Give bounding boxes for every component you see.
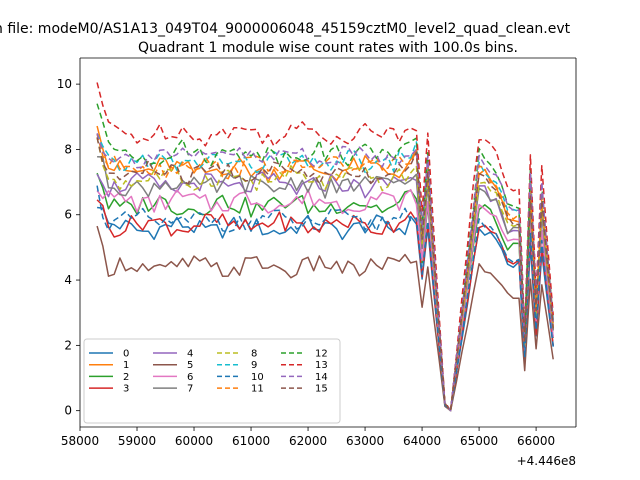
legend-label: 7: [187, 384, 193, 395]
legend-label: 10: [251, 372, 264, 383]
series-line-14: [96, 133, 554, 412]
y-tick-label: 0: [64, 404, 72, 418]
y-tick-label: 4: [64, 273, 72, 287]
series-line-7: [97, 156, 554, 412]
y-axis-ticks: 0 2 4 6 8 10: [57, 77, 80, 418]
legend-label: 8: [251, 349, 257, 360]
legend-label: 6: [187, 372, 193, 383]
legend-label: 0: [123, 349, 129, 360]
legend-label: 13: [315, 360, 328, 371]
axes-frame: [79, 57, 577, 428]
legend-label: 1: [123, 360, 129, 371]
series-line-6: [96, 188, 554, 412]
y-tick-label: 8: [64, 142, 72, 156]
x-tick-label: 65000: [460, 434, 498, 448]
legend-label: 5: [187, 360, 193, 371]
x-tick-label: 64000: [403, 434, 441, 448]
series-line-15: [96, 137, 554, 412]
x-tick-label: 62000: [289, 434, 327, 448]
legend-label: 2: [123, 372, 129, 383]
chart-suptitle: n file: modeM0/AS1A13_049T04_9000006048_…: [0, 21, 571, 37]
x-tick-label: 61000: [232, 434, 270, 448]
series-line-10: [96, 185, 554, 412]
legend-label: 14: [315, 372, 328, 383]
x-tick-label: 58000: [61, 434, 99, 448]
legend-box: [83, 338, 341, 424]
legend-label: 12: [315, 349, 328, 360]
series-line-5: [96, 225, 554, 412]
series-layer: [96, 82, 554, 412]
legend-label: 4: [187, 349, 193, 360]
chart-title: Quadrant 1 module wise count rates with …: [138, 40, 518, 56]
x-tick-label: 66000: [517, 434, 555, 448]
x-tick-label: 60000: [175, 434, 213, 448]
x-axis-offset-label: +4.446e8: [517, 454, 576, 468]
legend-label: 11: [251, 384, 264, 395]
legend-label: 3: [123, 384, 129, 395]
y-tick-label: 10: [57, 77, 72, 91]
series-line-8: [96, 137, 554, 412]
series-line-13: [96, 82, 554, 412]
y-tick-label: 6: [64, 208, 72, 222]
legend-label: 9: [251, 360, 257, 371]
y-tick-label: 2: [64, 338, 72, 352]
x-tick-label: 63000: [346, 434, 384, 448]
legend-label: 15: [315, 384, 328, 395]
x-tick-label: 59000: [118, 434, 156, 448]
x-axis-ticks: 58000 59000 60000 61000 62000 63000 64000 65000…: [61, 427, 555, 448]
